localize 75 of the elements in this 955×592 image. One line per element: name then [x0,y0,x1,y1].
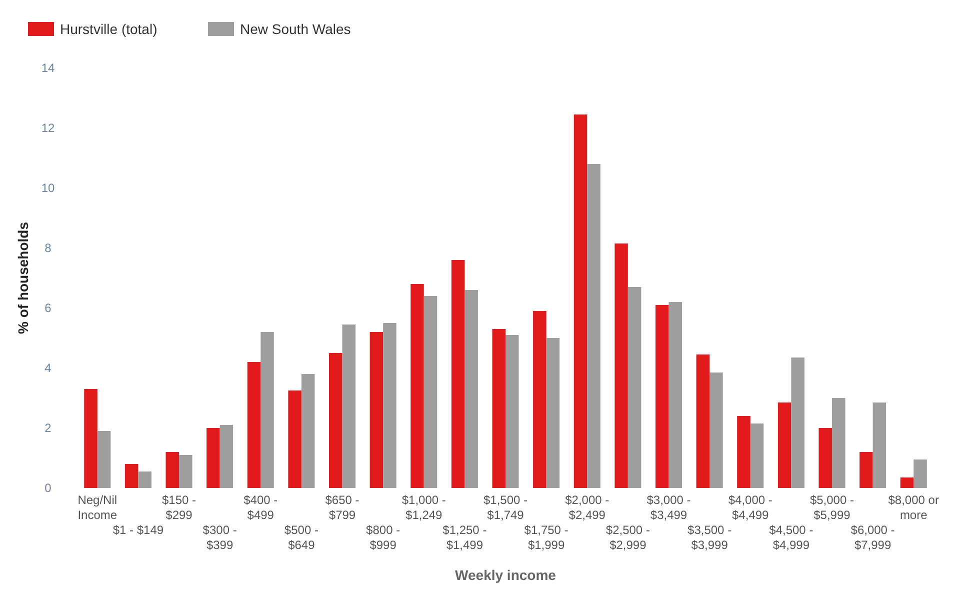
bar [342,324,356,488]
bar [247,362,261,488]
bar [546,338,560,488]
y-tick-label: 2 [44,421,52,436]
y-tick-label: 8 [44,241,52,256]
x-tick-label: $500 - $649 [284,523,318,552]
bar [124,464,138,488]
bar [533,311,546,488]
bar [791,358,804,488]
bar [737,416,750,488]
bar [464,290,478,488]
bar [818,428,832,488]
bar [587,164,600,488]
x-tick-label: $1,000 - $1,249 [402,493,446,522]
bar [628,287,642,488]
bar [900,478,914,488]
y-tick-label: 0 [44,481,52,496]
bar [668,302,682,488]
bar [370,332,384,488]
bar [832,398,846,488]
bar [424,296,438,488]
x-axis-title: Weekly income [455,567,556,583]
bar [260,332,274,488]
bar [451,260,465,488]
x-tick-label: $5,000 - $5,999 [810,493,854,522]
y-tick-label: 14 [41,61,55,76]
bar [206,428,220,488]
x-tick-label: $1,750 - $1,999 [524,523,568,552]
x-tick-label: $650 - $799 [325,493,360,522]
x-tick-label: $3,500 - $3,999 [688,523,732,552]
bar [383,323,396,488]
bar [328,353,342,488]
x-tick-label: $4,000 - $4,499 [728,493,772,522]
bar [574,114,588,488]
x-tick-label: $4,500 - $4,999 [769,523,814,552]
bar [778,402,792,488]
x-tick-label: $6,000 - $7,999 [850,523,895,552]
bar [410,284,424,488]
x-tick-label: $1,500 - $1,749 [483,493,528,522]
bar [301,374,315,488]
bar [166,452,180,488]
bar [138,472,152,488]
x-tick-label: $8,000 or more [888,493,939,522]
bar [750,424,764,488]
legend-label: New South Wales [240,20,351,37]
bar [97,431,111,488]
x-tick-label: $2,500 - $2,999 [606,523,650,552]
x-tick-label: $150 - $299 [162,493,196,522]
x-tick-label: $800 - $999 [366,523,400,552]
y-tick-label: 4 [44,361,52,376]
bar [860,452,873,488]
bar [914,460,927,488]
bar [710,372,723,488]
bar [872,402,886,488]
bar [179,455,192,488]
x-tick-label: $300 - $399 [202,523,237,552]
y-tick-label: 6 [44,301,52,316]
x-tick-label: Neg/Nil Income [78,493,118,522]
x-tick-label: $400 - $499 [244,493,278,522]
bar [506,335,519,488]
y-tick-label: 10 [41,181,55,196]
legend-label: Hurstville (total) [60,20,158,37]
bar [696,354,710,488]
x-tick-label: $3,000 - $3,499 [646,493,691,522]
bar [288,390,302,488]
y-axis-title: % of households [15,222,31,334]
bar [492,329,506,488]
bar [614,244,628,488]
y-tick-label: 12 [41,121,55,136]
bar [655,305,669,488]
x-tick-label: $1,250 - $1,499 [442,523,487,552]
x-tick-label: $1 - $149 [112,523,164,537]
bar [84,389,98,488]
x-tick-label: $2,000 - $2,499 [565,493,610,522]
bar [220,425,234,488]
